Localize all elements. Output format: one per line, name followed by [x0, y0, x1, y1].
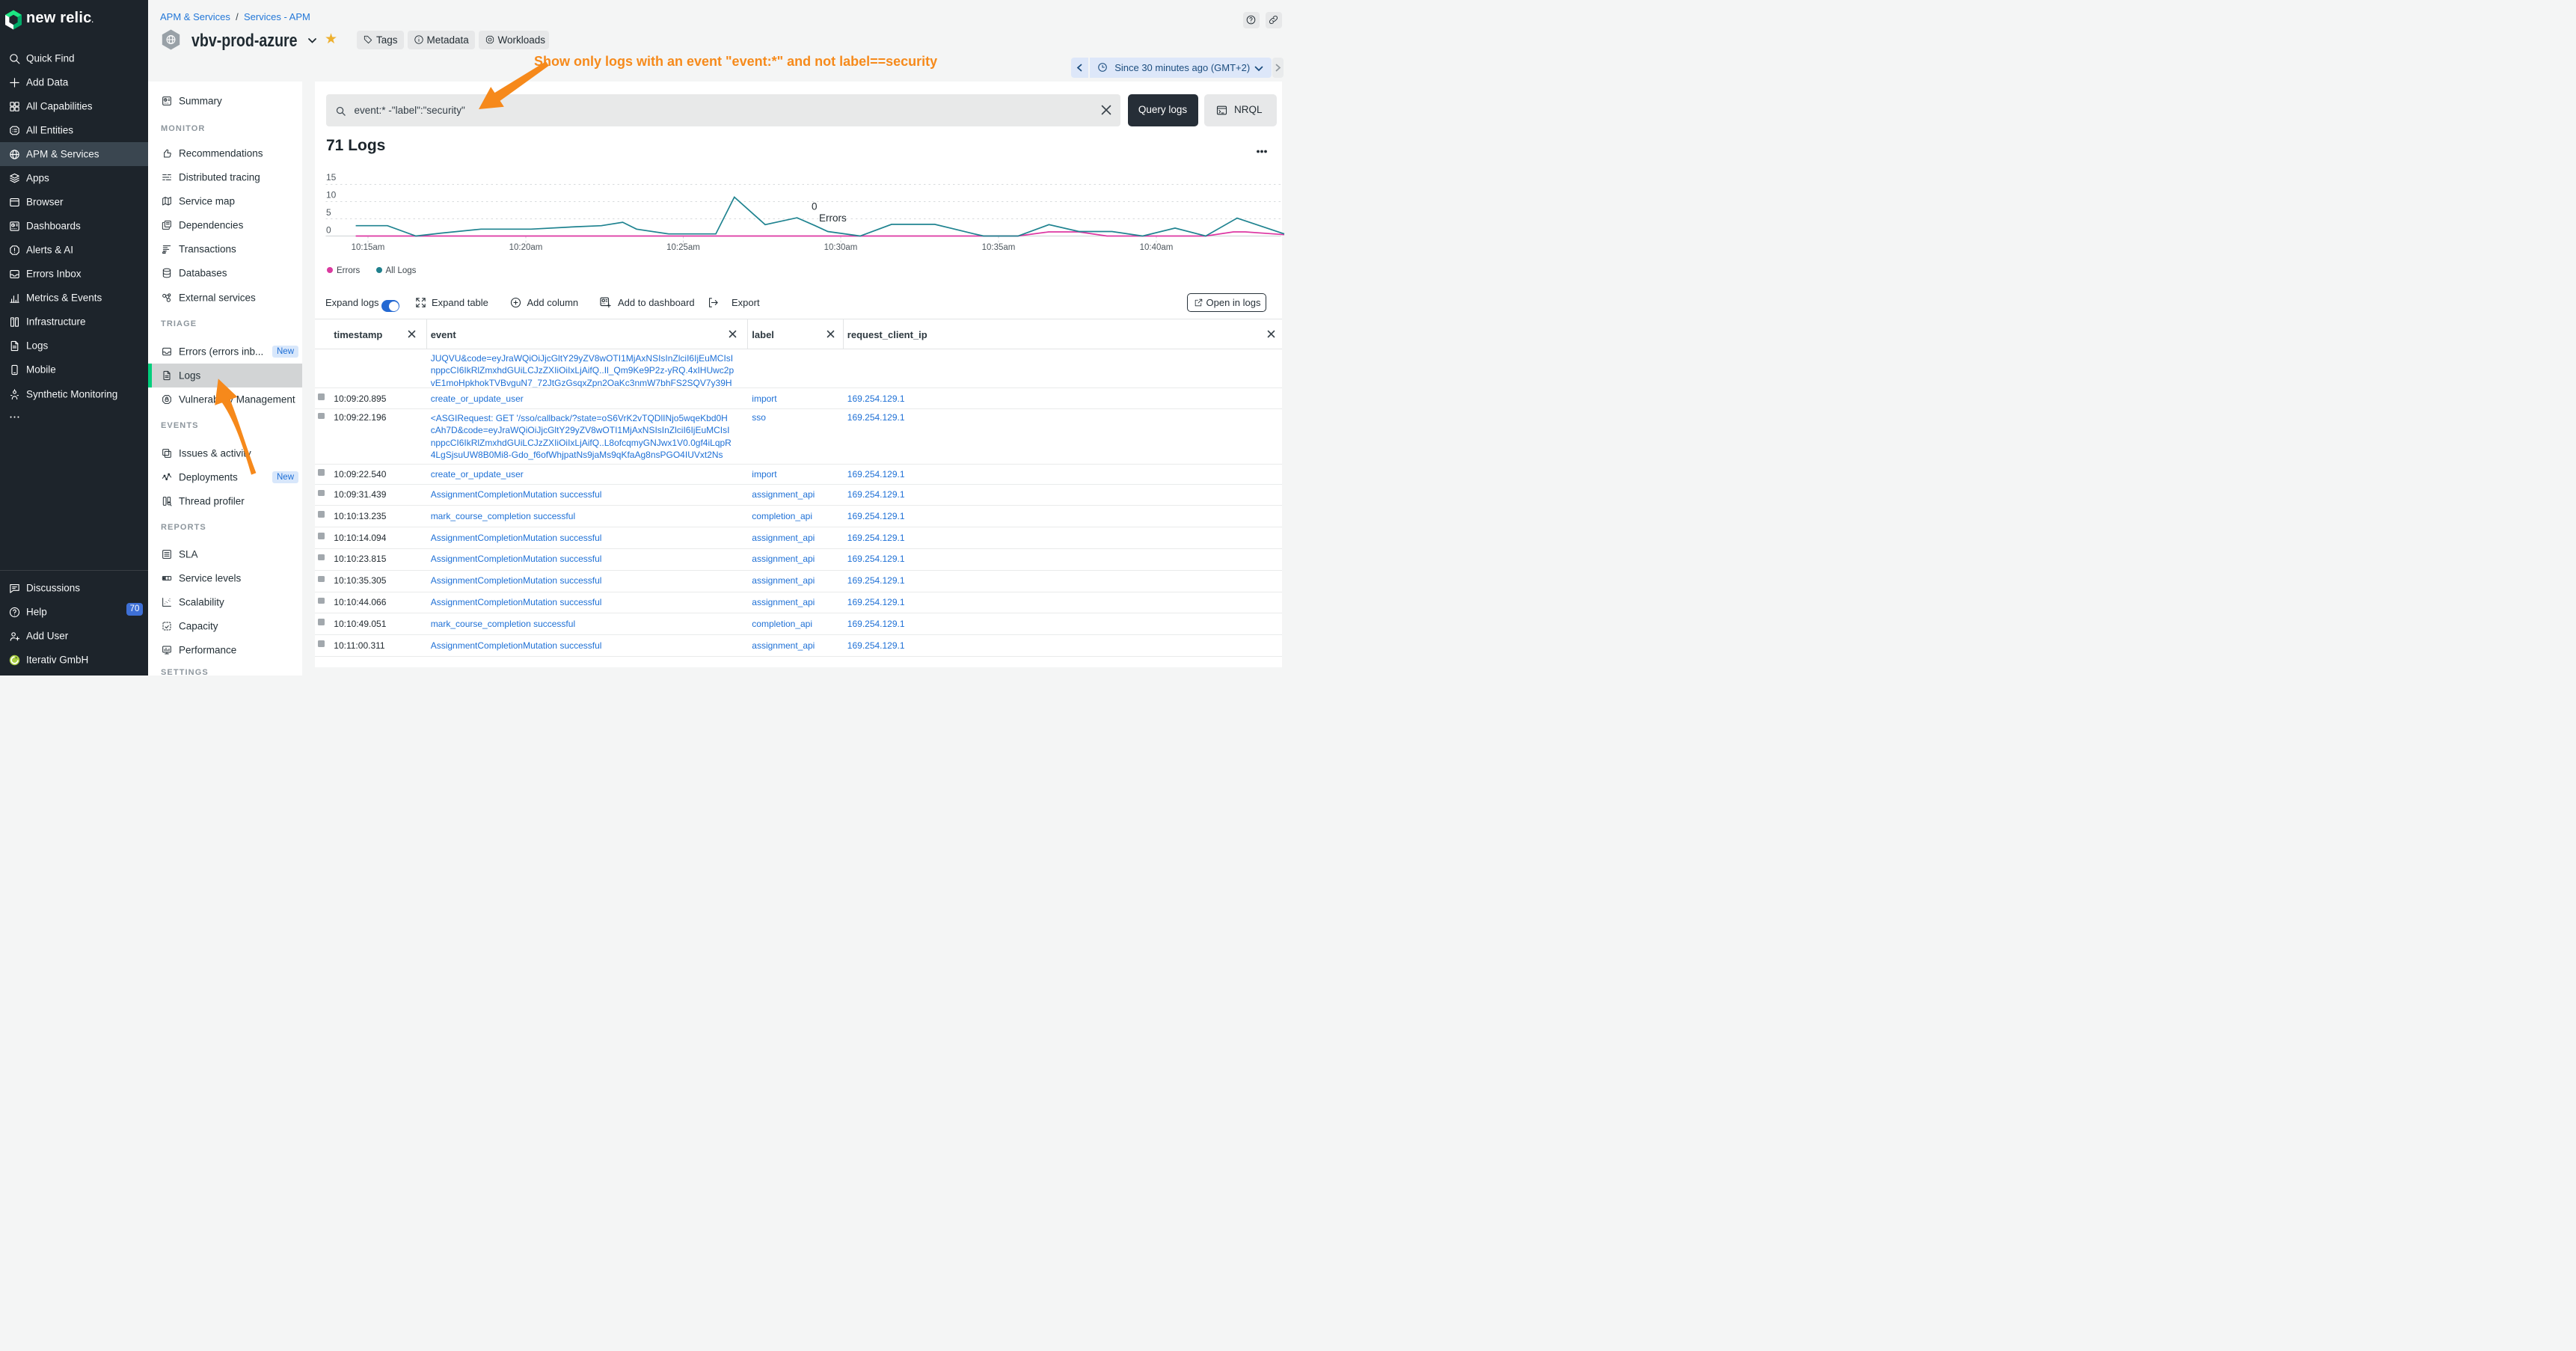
svg-text:10:30am: 10:30am — [824, 243, 858, 252]
svg-text:Errors: Errors — [819, 212, 847, 224]
svg-text:10:25am: 10:25am — [666, 243, 700, 252]
svg-text:5: 5 — [326, 207, 331, 218]
svg-text:0: 0 — [326, 225, 331, 236]
svg-text:15: 15 — [326, 172, 337, 183]
svg-text:10:20am: 10:20am — [509, 243, 543, 252]
svg-text:10:40am: 10:40am — [1140, 243, 1174, 252]
svg-text:10: 10 — [326, 190, 337, 200]
svg-text:0: 0 — [812, 201, 818, 212]
svg-text:10:35am: 10:35am — [982, 243, 1016, 252]
svg-text:10:15am: 10:15am — [352, 243, 385, 252]
